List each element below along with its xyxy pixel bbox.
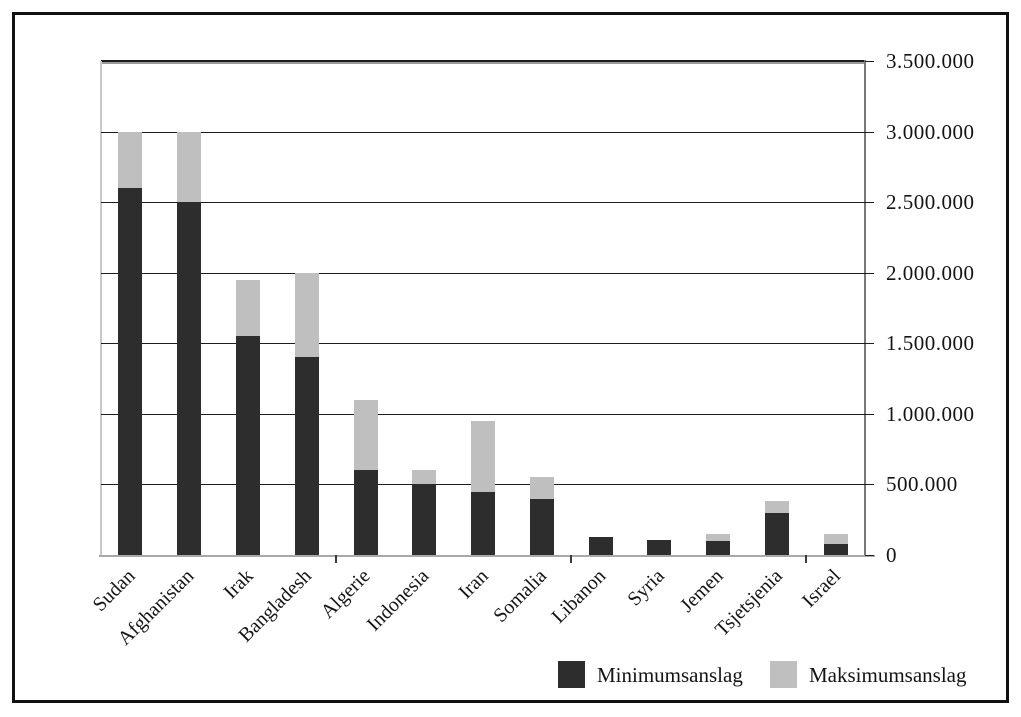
y-axis-tick bbox=[865, 131, 874, 133]
bar-min-segment-afghanistan bbox=[177, 202, 202, 555]
legend: Minimumsanslag Maksimumsanslag bbox=[15, 661, 1006, 701]
bar-min-segment-libanon bbox=[588, 536, 613, 555]
x-category-label: Syria bbox=[623, 565, 669, 611]
bar-min-segment-tsjetsjenia bbox=[764, 512, 789, 555]
bar-min-segment-bangladesh bbox=[294, 357, 319, 555]
bar-max-segment-algerie bbox=[353, 399, 378, 471]
y-tick-label: 1.000.000 bbox=[886, 401, 975, 426]
y-tick-label: 2.500.000 bbox=[886, 190, 975, 215]
bar-max-segment-tsjetsjenia bbox=[764, 501, 789, 513]
y-axis-tick bbox=[865, 272, 874, 274]
bar-min-segment-indonesia bbox=[412, 484, 437, 555]
x-axis-baseline bbox=[99, 555, 875, 557]
bar-max-segment-indonesia bbox=[412, 470, 437, 485]
x-axis-boundary-tick bbox=[570, 555, 573, 563]
legend-swatch-maximum bbox=[770, 661, 797, 688]
bar-max-segment-iran bbox=[471, 420, 495, 492]
x-category-label: Libanon bbox=[547, 565, 611, 628]
gridline bbox=[101, 131, 865, 133]
plot-area bbox=[99, 60, 875, 563]
bar-min-segment-somalia bbox=[529, 498, 554, 555]
x-category-label: Irak bbox=[219, 565, 258, 604]
bar-max-segment-bangladesh bbox=[294, 272, 319, 358]
left-axis-line bbox=[100, 61, 102, 555]
figure-frame: 0 500.000 1.000.000 1.500.000 2.000.000 2.500… bbox=[12, 12, 1009, 703]
bar-min-segment-algerie bbox=[353, 470, 378, 555]
gridline bbox=[101, 413, 865, 415]
x-axis-boundary-tick bbox=[805, 555, 808, 563]
y-axis-tick bbox=[865, 484, 874, 486]
x-category-label: Somalia bbox=[489, 565, 552, 627]
bar-max-segment-sudan bbox=[118, 131, 143, 188]
y-tick-label: 1.500.000 bbox=[886, 331, 975, 356]
bar-max-segment-jemen bbox=[706, 533, 731, 541]
legend-label-minimum: Minimumsanslag bbox=[597, 663, 743, 687]
legend-label-maximum: Maksimumsanslag bbox=[809, 663, 967, 687]
x-axis-boundary-tick bbox=[335, 555, 338, 563]
x-category-label: Iran bbox=[454, 565, 493, 604]
bar-min-segment-iran bbox=[471, 491, 495, 555]
y-tick-label: 2.000.000 bbox=[886, 260, 975, 285]
x-category-label: Israel bbox=[798, 565, 846, 612]
bar-min-segment-irak bbox=[235, 336, 260, 555]
y-tick-label: 3.000.000 bbox=[886, 119, 975, 144]
x-category-label: Algerie bbox=[317, 565, 376, 623]
bar-max-segment-irak bbox=[235, 279, 260, 337]
y-axis-tick bbox=[865, 343, 874, 345]
y-axis-tick bbox=[865, 61, 874, 62]
bar-min-segment-israel bbox=[823, 543, 848, 555]
x-category-label: Indonesia bbox=[363, 565, 434, 636]
y-tick-label: 3.500.000 bbox=[886, 49, 975, 73]
y-tick-label: 0 bbox=[886, 543, 897, 567]
plot-top-border bbox=[101, 60, 865, 62]
y-tick-label: 500.000 bbox=[886, 472, 958, 497]
gridline bbox=[101, 343, 865, 345]
y-axis-tick bbox=[865, 555, 874, 556]
bar-min-segment-syria bbox=[647, 539, 672, 555]
bar-min-segment-sudan bbox=[118, 188, 143, 555]
bar-max-segment-israel bbox=[823, 533, 848, 544]
right-axis-line bbox=[864, 60, 866, 556]
bar-min-segment-jemen bbox=[706, 540, 731, 555]
bar-max-segment-somalia bbox=[529, 477, 554, 499]
legend-swatch-minimum bbox=[558, 661, 585, 688]
bar-max-segment-afghanistan bbox=[177, 131, 202, 203]
x-category-label: Sudan bbox=[89, 565, 140, 616]
y-axis-tick bbox=[865, 202, 874, 204]
gridline bbox=[101, 272, 865, 274]
y-axis-tick bbox=[865, 413, 874, 415]
x-category-label: Jemen bbox=[675, 565, 728, 617]
gridline bbox=[101, 202, 865, 204]
